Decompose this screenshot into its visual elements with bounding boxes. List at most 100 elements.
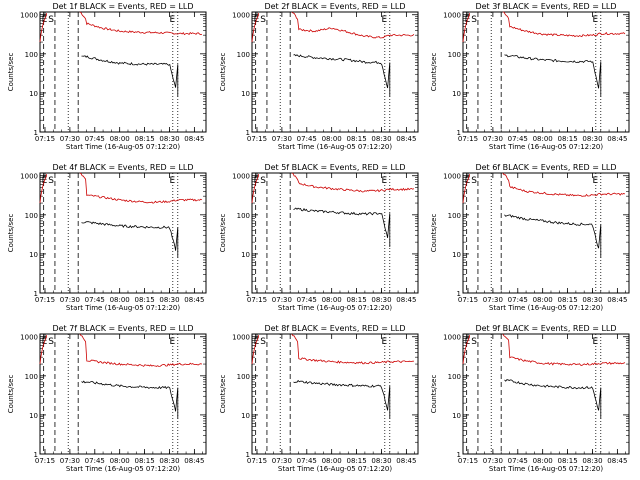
x-tick-label: 07:15 xyxy=(247,296,267,304)
x-tick-label: 07:45 xyxy=(85,296,105,304)
series-line-lld xyxy=(251,11,415,43)
y-axis-label: Counts/sec xyxy=(219,375,227,414)
y-tick-label: 1000 xyxy=(20,12,38,20)
event-marker-s: S xyxy=(260,337,266,347)
x-tick-label: 07:30 xyxy=(272,296,292,304)
x-tick-label: 07:30 xyxy=(483,135,503,143)
panel-title: Det 1f BLACK = Events, RED = LLD xyxy=(52,2,193,11)
y-tick-label: 1 xyxy=(457,129,461,137)
y-tick-label: 1000 xyxy=(232,12,250,20)
y-tick-label: 1 xyxy=(246,290,250,298)
y-tick-label: 1000 xyxy=(443,334,461,342)
y-tick-label: 100 xyxy=(25,212,38,220)
event-marker-e-end: E xyxy=(592,176,598,186)
x-tick-label: 07:45 xyxy=(85,135,105,143)
plot-frame xyxy=(462,11,630,133)
x-tick-label: 07:30 xyxy=(272,135,292,143)
x-tick-label: 08:00 xyxy=(533,296,553,304)
x-tick-label: 07:15 xyxy=(247,135,267,143)
event-marker-s: S xyxy=(48,176,54,186)
x-tick-label: 08:15 xyxy=(346,457,366,465)
series-line-lld xyxy=(39,333,203,367)
x-tick-label: 07:45 xyxy=(297,135,317,143)
x-tick-label: 08:15 xyxy=(346,296,366,304)
x-tick-label: 08:30 xyxy=(159,296,179,304)
x-axis-label: Start Time (16-Aug-05 07:12:20) xyxy=(278,465,392,473)
x-tick-label: 08:30 xyxy=(582,296,602,304)
chart-panel-9: Det 9f BLACK = Events, RED = LLD 1 10 100 10… xyxy=(430,324,630,473)
event-marker-e-end: E xyxy=(169,176,175,186)
x-axis-label: Start Time (16-Aug-05 07:12:20) xyxy=(489,304,603,312)
x-tick-label: 08:30 xyxy=(371,135,391,143)
x-tick-label: 08:00 xyxy=(110,296,130,304)
y-tick-label: 10 xyxy=(452,251,461,259)
chart-panel-6: Det 6f BLACK = Events, RED = LLD 1 10 100 10… xyxy=(430,163,630,312)
series-line-events xyxy=(81,221,179,258)
x-axis-label: Start Time (16-Aug-05 07:12:20) xyxy=(66,465,180,473)
y-axis-label: Counts/sec xyxy=(7,214,15,253)
panel-title: Det 5f BLACK = Events, RED = LLD xyxy=(264,163,405,172)
x-tick-label: 07:45 xyxy=(297,296,317,304)
y-tick-label: 10 xyxy=(452,412,461,420)
x-tick-label: 08:00 xyxy=(322,457,342,465)
x-tick-label: 07:15 xyxy=(35,296,55,304)
plot-frame xyxy=(462,333,630,455)
plot-frame xyxy=(251,11,419,133)
event-marker-e-end: E xyxy=(381,15,387,25)
y-tick-label: 1 xyxy=(34,451,38,459)
x-tick-label: 08:45 xyxy=(396,296,416,304)
y-tick-label: 10 xyxy=(29,412,38,420)
y-axis-label: Counts/sec xyxy=(219,53,227,92)
y-tick-label: 1 xyxy=(457,290,461,298)
x-tick-label: 07:45 xyxy=(508,296,528,304)
y-tick-label: 100 xyxy=(25,51,38,59)
plot-frame xyxy=(39,172,207,294)
y-axis-label: Counts/sec xyxy=(7,53,15,92)
series-line-events xyxy=(81,55,179,97)
x-tick-label: 07:15 xyxy=(247,457,267,465)
y-axis-label: Counts/sec xyxy=(430,53,438,92)
x-tick-label: 07:15 xyxy=(35,135,55,143)
y-tick-label: 1 xyxy=(34,290,38,298)
panel-title: Det 2f BLACK = Events, RED = LLD xyxy=(264,2,405,11)
panel-title: Det 6f BLACK = Events, RED = LLD xyxy=(475,163,616,172)
y-tick-label: 100 xyxy=(237,212,250,220)
x-tick-label: 07:30 xyxy=(60,296,80,304)
event-marker-s: S xyxy=(471,337,477,347)
x-tick-label: 08:45 xyxy=(396,457,416,465)
series-line-lld xyxy=(39,11,202,43)
chart-panel-4: Det 4f BLACK = Events, RED = LLD 1 10 100 10… xyxy=(7,163,207,312)
y-tick-label: 10 xyxy=(241,90,250,98)
y-tick-label: 100 xyxy=(25,373,38,381)
series-line-lld xyxy=(251,333,414,365)
event-marker-s: S xyxy=(48,337,54,347)
y-tick-label: 100 xyxy=(448,212,461,220)
chart-panel-7: Det 7f BLACK = Events, RED = LLD 1 10 100 10… xyxy=(7,324,207,473)
panel-title: Det 4f BLACK = Events, RED = LLD xyxy=(52,163,193,172)
x-tick-label: 08:15 xyxy=(557,457,577,465)
x-axis-label: Start Time (16-Aug-05 07:12:20) xyxy=(66,143,180,151)
event-marker-s: S xyxy=(48,15,54,25)
x-tick-label: 08:15 xyxy=(134,457,154,465)
y-tick-label: 100 xyxy=(237,51,250,59)
series-line-events xyxy=(504,54,602,97)
x-tick-label: 08:15 xyxy=(134,135,154,143)
series-line-lld xyxy=(39,172,203,204)
y-axis-label: Counts/sec xyxy=(430,375,438,414)
x-tick-label: 08:30 xyxy=(371,296,391,304)
event-marker-e-end: E xyxy=(381,337,387,347)
x-tick-label: 07:30 xyxy=(272,457,292,465)
panel-title: Det 3f BLACK = Events, RED = LLD xyxy=(475,2,616,11)
event-marker-s: S xyxy=(471,15,477,25)
x-axis-label: Start Time (16-Aug-05 07:12:20) xyxy=(66,304,180,312)
y-tick-label: 10 xyxy=(29,90,38,98)
y-tick-label: 1 xyxy=(246,129,250,137)
x-tick-label: 07:45 xyxy=(297,457,317,465)
event-marker-e-end: E xyxy=(592,337,598,347)
y-tick-label: 1000 xyxy=(20,334,38,342)
x-tick-label: 08:45 xyxy=(607,135,627,143)
x-tick-label: 08:45 xyxy=(607,457,627,465)
y-tick-label: 10 xyxy=(29,251,38,259)
x-tick-label: 08:30 xyxy=(159,135,179,143)
